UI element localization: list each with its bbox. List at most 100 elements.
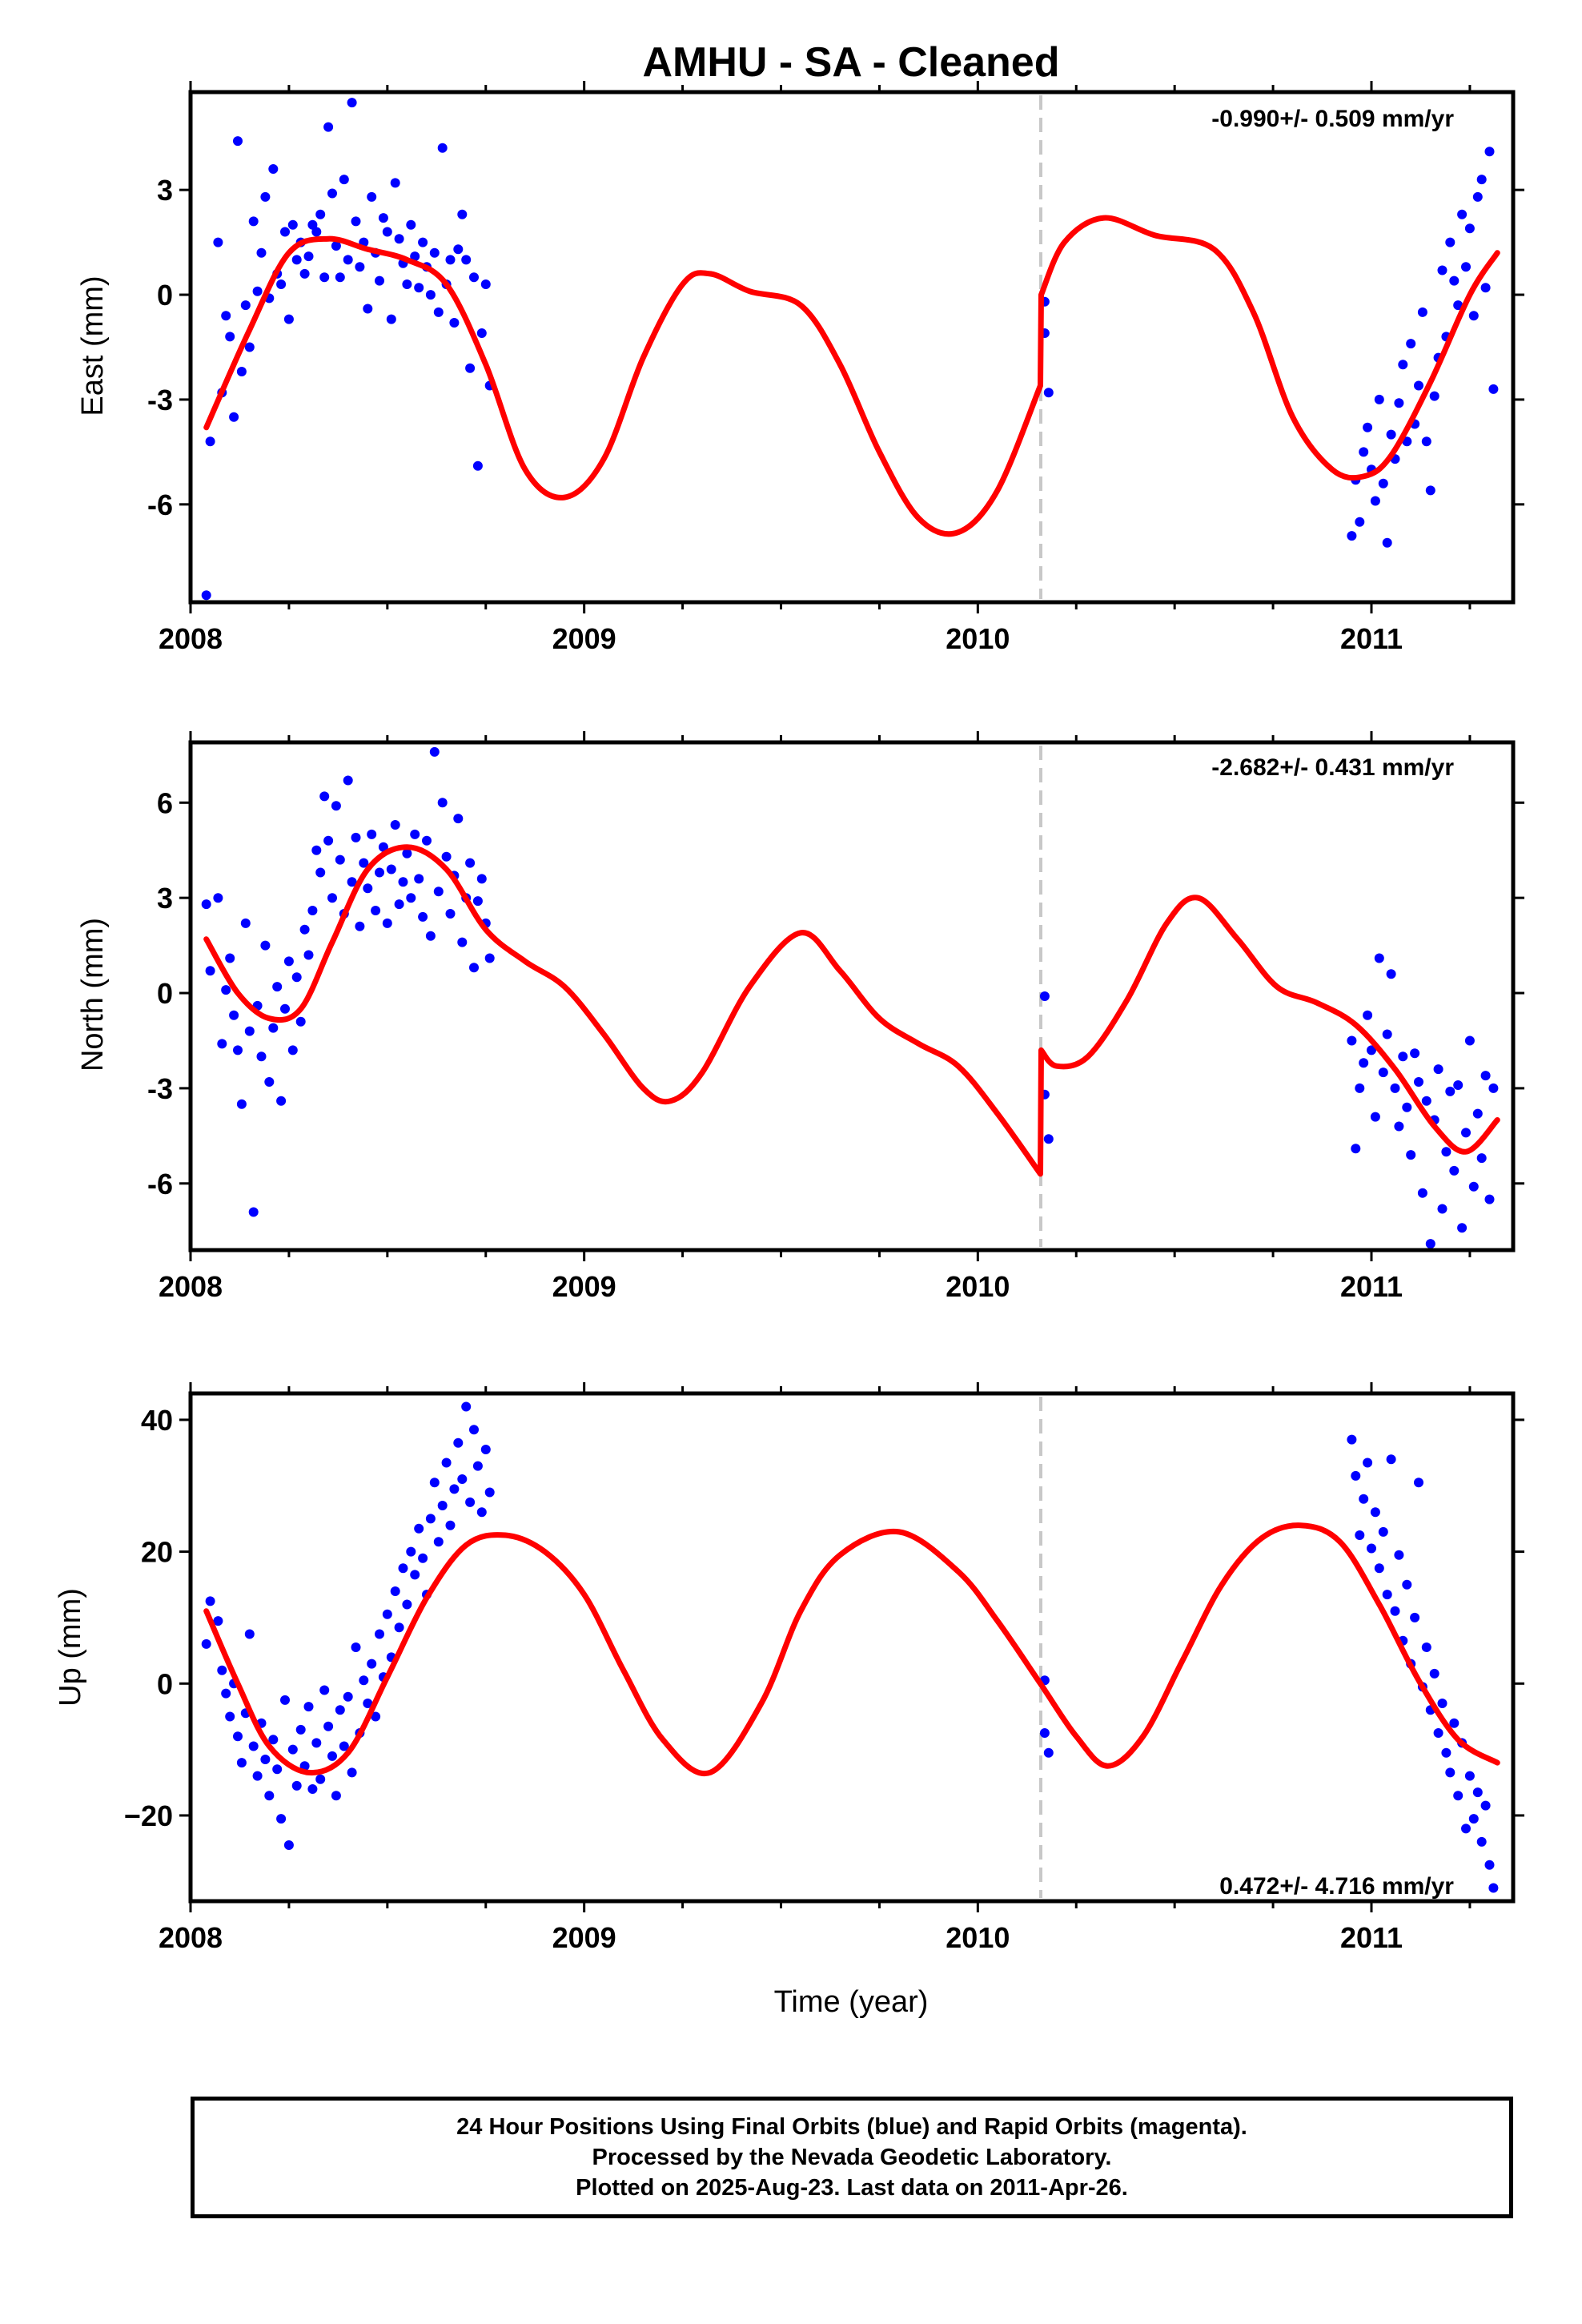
x-axis-label: Time (year) <box>774 1985 929 2019</box>
data-point-up <box>1464 1771 1475 1781</box>
data-point-up <box>418 1553 428 1563</box>
data-point-up <box>480 1445 491 1454</box>
data-point-north <box>280 1003 290 1014</box>
data-point-east <box>307 219 318 230</box>
data-point-east <box>469 272 479 283</box>
y-tick-label-north: 6 <box>157 786 173 819</box>
data-point-up <box>1441 1747 1452 1758</box>
data-point-east <box>363 304 373 314</box>
data-point-north <box>264 1077 275 1087</box>
data-point-up <box>343 1691 353 1702</box>
data-point-north <box>1488 1083 1499 1093</box>
data-point-east <box>429 247 440 258</box>
data-point-east <box>1484 147 1495 157</box>
data-point-east <box>1461 262 1471 272</box>
y-tick-label-north: 0 <box>157 977 173 1010</box>
data-point-north <box>1461 1128 1471 1138</box>
panel-up: 2008 2009 2010 2011 −20 0 20 40 Up (mm) 0.472+/… <box>54 1382 1524 1954</box>
data-point-north <box>287 1045 298 1055</box>
data-point-up <box>311 1738 322 1748</box>
data-point-north <box>217 1039 227 1049</box>
data-point-up <box>1437 1699 1447 1708</box>
data-point-east <box>303 251 314 262</box>
data-point-north <box>1043 1134 1054 1144</box>
data-point-east <box>1414 380 1423 391</box>
data-point-up <box>410 1570 420 1580</box>
data-point-up <box>1421 1642 1431 1652</box>
x-tick-label-up: 2008 <box>159 1921 223 1954</box>
model-curve-up <box>203 1522 1500 1777</box>
data-point-east <box>418 237 428 247</box>
data-point-east <box>315 209 326 219</box>
data-point-north <box>1445 1086 1456 1096</box>
data-point-east <box>378 213 388 223</box>
data-point-north <box>276 1096 287 1106</box>
data-point-north <box>433 887 444 897</box>
data-point-east <box>1468 311 1479 321</box>
data-point-up <box>1039 1728 1050 1738</box>
data-point-east <box>299 268 310 279</box>
data-point-up <box>433 1537 444 1547</box>
data-point-up <box>1410 1612 1420 1622</box>
data-point-north <box>1417 1188 1427 1198</box>
data-point-north <box>375 867 384 878</box>
data-point-north <box>359 858 369 868</box>
data-point-north <box>307 906 318 915</box>
data-point-north <box>1347 1035 1357 1046</box>
data-point-east <box>1457 209 1468 219</box>
data-point-up <box>323 1721 334 1731</box>
data-point-up <box>1488 1883 1499 1893</box>
x-tick-label-north: 2011 <box>1340 1270 1403 1303</box>
data-point-up <box>367 1659 377 1669</box>
data-point-east <box>244 342 255 352</box>
data-point-north <box>331 801 341 811</box>
data-point-north <box>323 835 334 846</box>
data-point-up <box>375 1629 384 1639</box>
data-point-up <box>1374 1563 1384 1574</box>
data-point-north <box>1394 1121 1404 1132</box>
data-point-up <box>213 1616 223 1626</box>
x-tick-label-east: 2009 <box>552 622 616 655</box>
data-point-east <box>339 175 349 185</box>
data-point-north <box>1457 1223 1468 1233</box>
data-point-north <box>418 911 428 922</box>
data-point-north <box>256 1051 267 1062</box>
plot-frame-up <box>188 1391 1516 1904</box>
data-point-north <box>1437 1204 1447 1214</box>
data-point-north <box>1449 1165 1460 1176</box>
data-point-east <box>1472 191 1483 202</box>
plot-frame-north <box>188 740 1516 1252</box>
rate-label-east: -0.990+/- 0.509 mm/yr <box>1211 106 1454 132</box>
data-point-north <box>472 896 483 907</box>
data-point-north <box>453 814 464 824</box>
y-tick-label-east: 0 <box>157 279 173 312</box>
data-point-up <box>331 1791 341 1801</box>
data-point-north <box>469 963 479 973</box>
data-point-up <box>406 1546 416 1557</box>
data-point-east <box>229 412 239 422</box>
data-point-up <box>264 1791 275 1801</box>
data-point-east <box>476 328 487 338</box>
data-point-east <box>233 136 243 147</box>
data-point-north <box>315 867 326 878</box>
data-point-east <box>1488 384 1499 394</box>
data-point-east <box>1398 360 1408 370</box>
data-point-north <box>205 966 215 976</box>
data-point-east <box>375 275 384 286</box>
data-point-up <box>363 1699 373 1708</box>
data-point-east <box>225 332 235 342</box>
data-point-north <box>402 848 412 858</box>
data-point-north <box>303 950 314 960</box>
data-point-up <box>291 1780 302 1791</box>
chart-title: AMHU - SA - Cleaned <box>643 39 1060 86</box>
data-point-east <box>240 300 251 311</box>
data-point-north <box>1363 1010 1373 1020</box>
data-point-up <box>1363 1458 1373 1468</box>
data-point-north <box>1441 1147 1452 1157</box>
plot-frame-east <box>188 90 1516 605</box>
data-point-up <box>351 1642 361 1652</box>
data-point-up <box>394 1622 404 1633</box>
data-point-east <box>1386 429 1396 440</box>
data-point-up <box>398 1563 408 1574</box>
data-point-north <box>347 877 357 887</box>
